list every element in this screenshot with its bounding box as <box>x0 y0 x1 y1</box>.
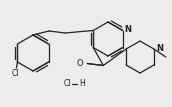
Text: Cl: Cl <box>63 80 71 88</box>
Text: N: N <box>156 44 163 53</box>
Text: H: H <box>79 80 85 88</box>
Text: N: N <box>125 25 132 34</box>
Text: Cl: Cl <box>12 69 19 78</box>
Text: O: O <box>77 59 83 68</box>
